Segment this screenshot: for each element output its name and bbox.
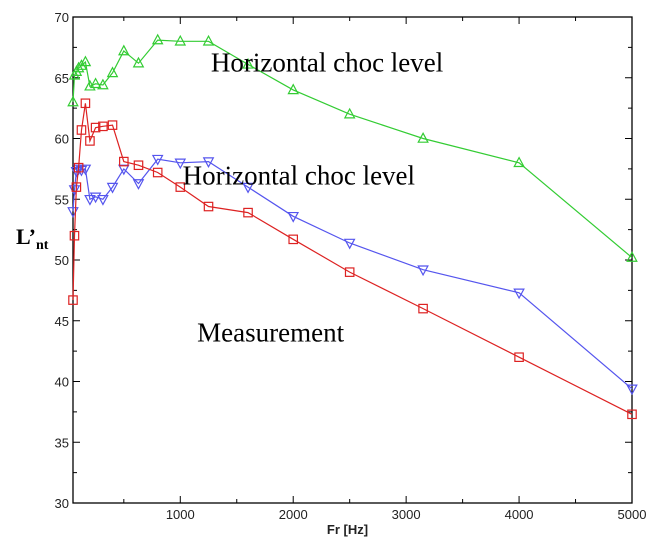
- data-point: [97, 194, 109, 206]
- data-point: [133, 160, 144, 171]
- data-point: [417, 265, 429, 277]
- data-point: [626, 251, 638, 262]
- data-point: [76, 125, 87, 135]
- data-point: [98, 121, 108, 132]
- data-point: [513, 156, 525, 168]
- data-point: [73, 162, 84, 173]
- series-layer: [67, 33, 638, 420]
- data-point: [106, 66, 119, 78]
- y-tick-label: 35: [55, 435, 69, 450]
- data-point: [72, 61, 85, 73]
- y-tick-label: 50: [55, 253, 69, 268]
- y-axis-label-subscript: nt: [36, 238, 49, 253]
- data-point: [151, 154, 164, 166]
- data-point: [175, 182, 186, 192]
- x-tick-label: 3000: [392, 507, 421, 522]
- data-point: [71, 182, 82, 192]
- data-point: [75, 59, 88, 70]
- data-point: [97, 78, 109, 90]
- data-point: [132, 56, 145, 68]
- data-point: [202, 157, 215, 169]
- data-point: [67, 95, 79, 107]
- data-point: [514, 352, 524, 362]
- y-tick-label: 40: [55, 375, 69, 390]
- data-point: [152, 167, 163, 178]
- data-point: [89, 77, 102, 89]
- data-point: [118, 44, 130, 56]
- annotation-label: Measurement: [197, 317, 344, 347]
- data-point: [107, 120, 118, 130]
- data-point: [203, 201, 214, 212]
- series-line: [72, 103, 633, 415]
- data-point: [68, 295, 78, 305]
- data-point: [90, 122, 101, 133]
- x-axis-label: Fr [Hz]: [327, 522, 368, 537]
- data-point: [343, 107, 356, 119]
- series-triangle-down: [67, 154, 638, 396]
- axes: 30 35 40 45 50 55 60 65 70 1000 2000 3000 4000 5000: [55, 10, 647, 522]
- data-point: [84, 194, 96, 206]
- annotation-label: Horizontal choc level: [211, 48, 443, 78]
- x-tick-label: 1000: [166, 507, 195, 522]
- y-tick-label: 70: [55, 10, 69, 25]
- data-point: [174, 158, 187, 170]
- data-point: [89, 192, 102, 204]
- series-line: [72, 39, 633, 259]
- data-point: [418, 303, 428, 314]
- y-tick-label: 45: [55, 314, 69, 329]
- series-square: [68, 98, 637, 420]
- data-point: [85, 136, 95, 146]
- data-point: [79, 55, 92, 67]
- series-line: [72, 158, 633, 390]
- y-tick-label: 65: [55, 71, 69, 86]
- data-point: [80, 98, 91, 109]
- x-tick-label: 5000: [618, 507, 647, 522]
- data-point: [174, 34, 187, 46]
- data-point: [417, 132, 429, 143]
- series-triangle-up: [67, 33, 638, 262]
- y-axis-label: L’nt: [16, 224, 49, 253]
- data-point: [132, 179, 145, 190]
- y-tick-label: 30: [55, 496, 69, 511]
- y-axis-label-main: L’: [16, 224, 36, 249]
- data-point: [287, 211, 300, 223]
- data-point: [626, 384, 638, 396]
- annotation-label: Horizontal choc level: [183, 161, 415, 191]
- data-point: [627, 409, 637, 420]
- data-point: [69, 230, 80, 241]
- x-tick-label: 4000: [505, 507, 534, 522]
- data-point: [242, 182, 254, 194]
- data-point: [106, 182, 119, 194]
- data-point: [202, 34, 215, 46]
- x-tick-label: 2000: [279, 507, 308, 522]
- data-point: [242, 57, 254, 69]
- y-tick-label: 60: [55, 132, 69, 147]
- data-point: [343, 238, 356, 250]
- data-point: [243, 207, 253, 218]
- data-point: [151, 33, 164, 45]
- data-point: [287, 83, 300, 95]
- data-point: [288, 234, 299, 245]
- data-point: [513, 288, 525, 300]
- y-tick-label: 55: [55, 192, 69, 207]
- data-point: [118, 164, 130, 176]
- plot-frame: [72, 16, 633, 504]
- annotations: Horizontal choc level Horizontal choc lev…: [183, 48, 444, 348]
- data-point: [344, 267, 355, 277]
- data-point: [119, 156, 129, 167]
